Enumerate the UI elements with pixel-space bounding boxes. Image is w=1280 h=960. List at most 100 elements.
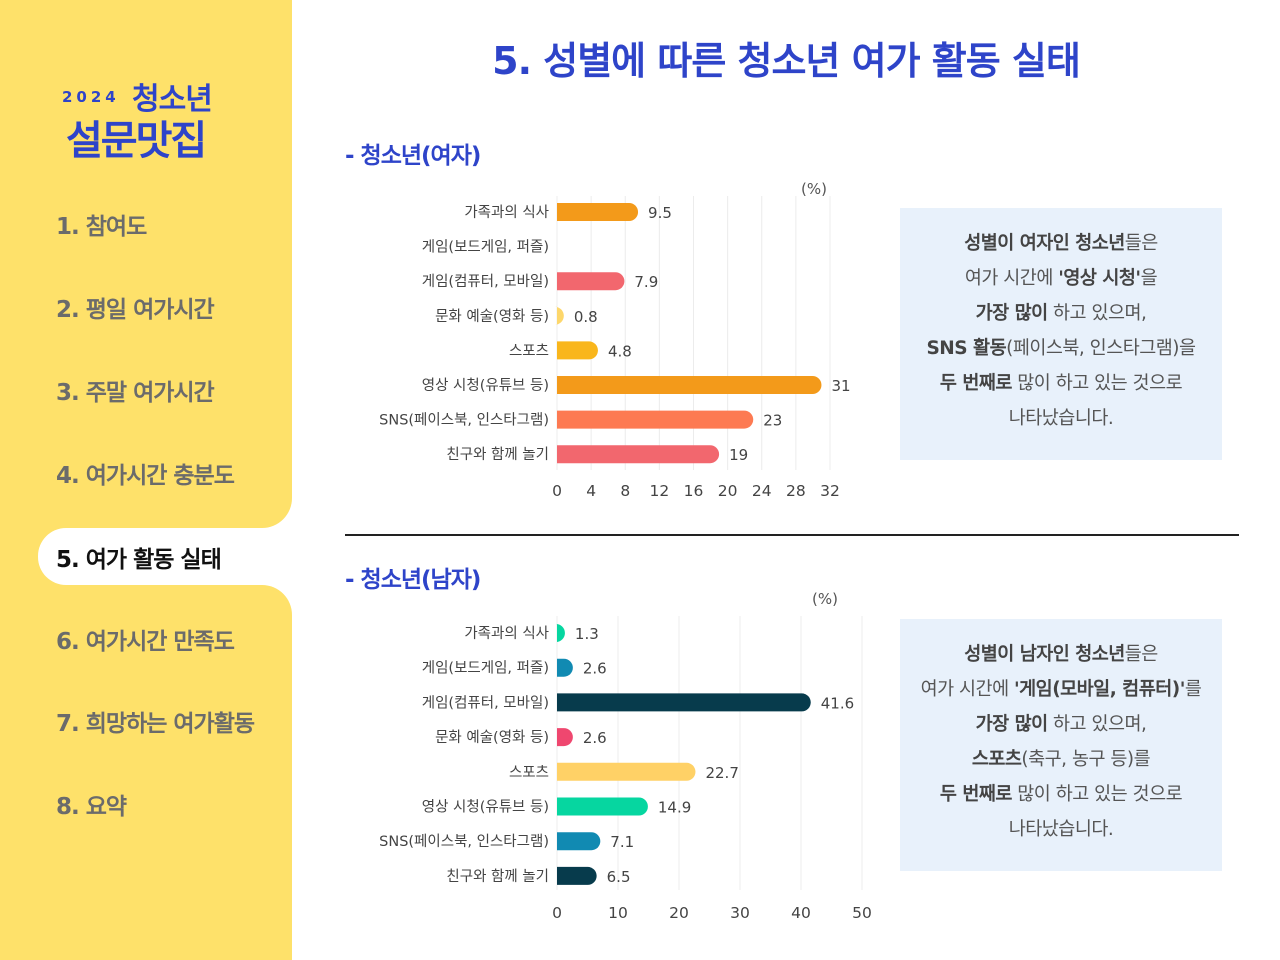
callout-female: 성별이 여자인 청소년들은 여가 시간에 '영상 시청'을 가장 많이 하고 있… xyxy=(900,208,1222,460)
callout-bold: SNS 활동 xyxy=(926,338,1007,359)
category-label: 친구와 함께 놀기 xyxy=(446,868,549,885)
chart-female-svg: 0 4 8 12 16 20 24 28 32 (%) 가족과의 식사 9.5 게임(보드게임, 퍼즐)… xyxy=(379,180,850,500)
category-label: SNS(페이스북, 인스타그램) xyxy=(379,412,549,429)
bar xyxy=(557,693,811,712)
nav-item-desired-activities[interactable]: 7. 희망하는 여가활동 xyxy=(56,711,255,737)
section-divider xyxy=(345,534,1239,536)
bar xyxy=(555,624,565,642)
callout-bold: 성별이 남자인 청소년 xyxy=(964,644,1125,665)
callout-bold: 두 번째로 xyxy=(939,373,1013,394)
sidebar: 2024 청소년 설문맛집 1. 참여도 2. 평일 여가시간 3. 주말 여가… xyxy=(0,0,292,960)
nav-item-weekend-leisure[interactable]: 3. 주말 여가시간 xyxy=(56,380,215,406)
logo-line1: 청소년 xyxy=(132,82,213,117)
bar xyxy=(557,728,573,747)
x-tick-label: 28 xyxy=(786,482,806,500)
value-label: 4.8 xyxy=(608,342,632,360)
unit-label: (%) xyxy=(812,590,838,608)
category-label: 영상 시청(유튜브 등) xyxy=(422,799,549,816)
bar xyxy=(557,203,639,221)
logo-year: 2024 xyxy=(62,88,120,106)
callout-line: SNS 활동(페이스북, 인스타그램)을 xyxy=(900,331,1222,366)
nav-active-curve-bottom xyxy=(262,585,292,615)
category-label: 가족과의 식사 xyxy=(464,625,549,642)
category-label: SNS(페이스북, 인스타그램) xyxy=(379,833,549,850)
callout-text: (페이스북, 인스타그램)을 xyxy=(1006,338,1196,359)
callout-line: 성별이 여자인 청소년들은 xyxy=(900,226,1222,261)
bar xyxy=(557,866,597,885)
callout-text: 를 xyxy=(1184,679,1202,700)
chart-female: 0 4 8 12 16 20 24 28 32 (%) 가족과의 식사 9.5 게임(보드게임, 퍼즐)… xyxy=(330,170,890,510)
bar xyxy=(557,445,720,464)
section-title-female: - 청소년(여자) xyxy=(345,143,481,169)
x-tick-label: 32 xyxy=(820,482,840,500)
unit-label: (%) xyxy=(801,180,827,198)
page-title: 5. 성별에 따른 청소년 여가 활동 실태 xyxy=(492,39,1081,83)
value-label: 7.1 xyxy=(610,833,634,851)
nav-active-highlight xyxy=(38,528,292,585)
callout-text: 하고 있으며, xyxy=(1047,714,1147,735)
chart-male: 0 10 20 30 40 50 (%) 가족과의 식사 1.3 게임(보드게임, 퍼즐) 2.6 게… xyxy=(330,580,890,930)
x-tick-label: 40 xyxy=(791,904,811,922)
callout-text: 하고 있으며, xyxy=(1047,303,1147,324)
callout-line: 나타났습니다. xyxy=(900,401,1222,436)
callout-line: 여가 시간에 '게임(모바일, 컴퓨터)'를 xyxy=(900,672,1222,707)
callout-text: 나타났습니다. xyxy=(1008,819,1114,840)
callout-bold: '게임(모바일, 컴퓨터)' xyxy=(1013,679,1185,700)
value-label: 2.6 xyxy=(583,660,607,678)
callout-text: (축구, 농구 등)를 xyxy=(1021,749,1151,770)
nav-item-leisure-activities[interactable]: 5. 여가 활동 실태 xyxy=(56,547,222,573)
category-label: 문화 예술(영화 등) xyxy=(435,308,549,325)
category-label: 게임(컴퓨터, 모바일) xyxy=(422,273,549,290)
callout-male: 성별이 남자인 청소년들은 여가 시간에 '게임(모바일, 컴퓨터)'를 가장 … xyxy=(900,619,1222,871)
category-label: 게임(보드게임, 퍼즐) xyxy=(422,660,549,677)
callout-line: 스포츠(축구, 농구 등)를 xyxy=(900,742,1222,777)
x-tick-label: 24 xyxy=(752,482,772,500)
x-tick-label: 0 xyxy=(552,482,562,500)
callout-bold: 스포츠 xyxy=(971,749,1022,770)
callout-text: 들은 xyxy=(1124,233,1159,254)
x-tick-label: 12 xyxy=(650,482,670,500)
bar xyxy=(557,832,601,851)
value-label: 41.6 xyxy=(821,694,854,712)
callout-text: 많이 하고 있는 것으로 xyxy=(1011,373,1183,394)
bar xyxy=(554,306,564,325)
callout-text: 많이 하고 있는 것으로 xyxy=(1011,784,1183,805)
category-label: 문화 예술(영화 등) xyxy=(435,729,549,746)
x-tick-label: 10 xyxy=(608,904,628,922)
value-label: 9.5 xyxy=(648,204,672,222)
value-label: 19 xyxy=(729,446,748,464)
nav-item-participation[interactable]: 1. 참여도 xyxy=(56,214,147,240)
nav-item-summary[interactable]: 8. 요약 xyxy=(56,794,127,820)
x-tick-label: 20 xyxy=(718,482,738,500)
x-tick-label: 30 xyxy=(730,904,750,922)
bar xyxy=(557,272,625,291)
category-label: 가족과의 식사 xyxy=(464,204,549,221)
chart-male-svg: 0 10 20 30 40 50 (%) 가족과의 식사 1.3 게임(보드게임, 퍼즐) 2.6 게… xyxy=(379,590,872,922)
nav-item-leisure-satisfaction[interactable]: 6. 여가시간 만족도 xyxy=(56,629,235,655)
callout-text: 들은 xyxy=(1124,644,1159,665)
x-tick-label: 4 xyxy=(586,482,596,500)
value-label: 6.5 xyxy=(607,868,631,886)
x-tick-label: 20 xyxy=(669,904,689,922)
value-label: 1.3 xyxy=(575,625,599,643)
callout-bold: '영상 시청' xyxy=(1058,268,1141,289)
callout-line: 가장 많이 하고 있으며, xyxy=(900,707,1222,742)
callout-bold: 가장 많이 xyxy=(975,714,1049,735)
nav-item-weekday-leisure[interactable]: 2. 평일 여가시간 xyxy=(56,297,215,323)
section-title-male: - 청소년(남자) xyxy=(345,567,481,593)
x-tick-label: 16 xyxy=(684,482,704,500)
nav-active-curve-top xyxy=(262,498,292,528)
category-label: 게임(보드게임, 퍼즐) xyxy=(422,239,549,256)
bar xyxy=(557,341,598,360)
value-label: 7.9 xyxy=(634,273,658,291)
callout-bold: 가장 많이 xyxy=(975,303,1049,324)
callout-line: 성별이 남자인 청소년들은 xyxy=(900,637,1222,672)
value-label: 2.6 xyxy=(583,729,607,747)
logo-line2: 설문맛집 xyxy=(66,118,207,164)
nav-item-leisure-sufficiency[interactable]: 4. 여가시간 충분도 xyxy=(56,463,235,489)
category-label: 스포츠 xyxy=(509,343,549,359)
callout-line: 두 번째로 많이 하고 있는 것으로 xyxy=(900,366,1222,401)
callout-bold: 성별이 여자인 청소년 xyxy=(964,233,1125,254)
callout-text: 나타났습니다. xyxy=(1008,408,1114,429)
callout-line: 두 번째로 많이 하고 있는 것으로 xyxy=(900,777,1222,812)
